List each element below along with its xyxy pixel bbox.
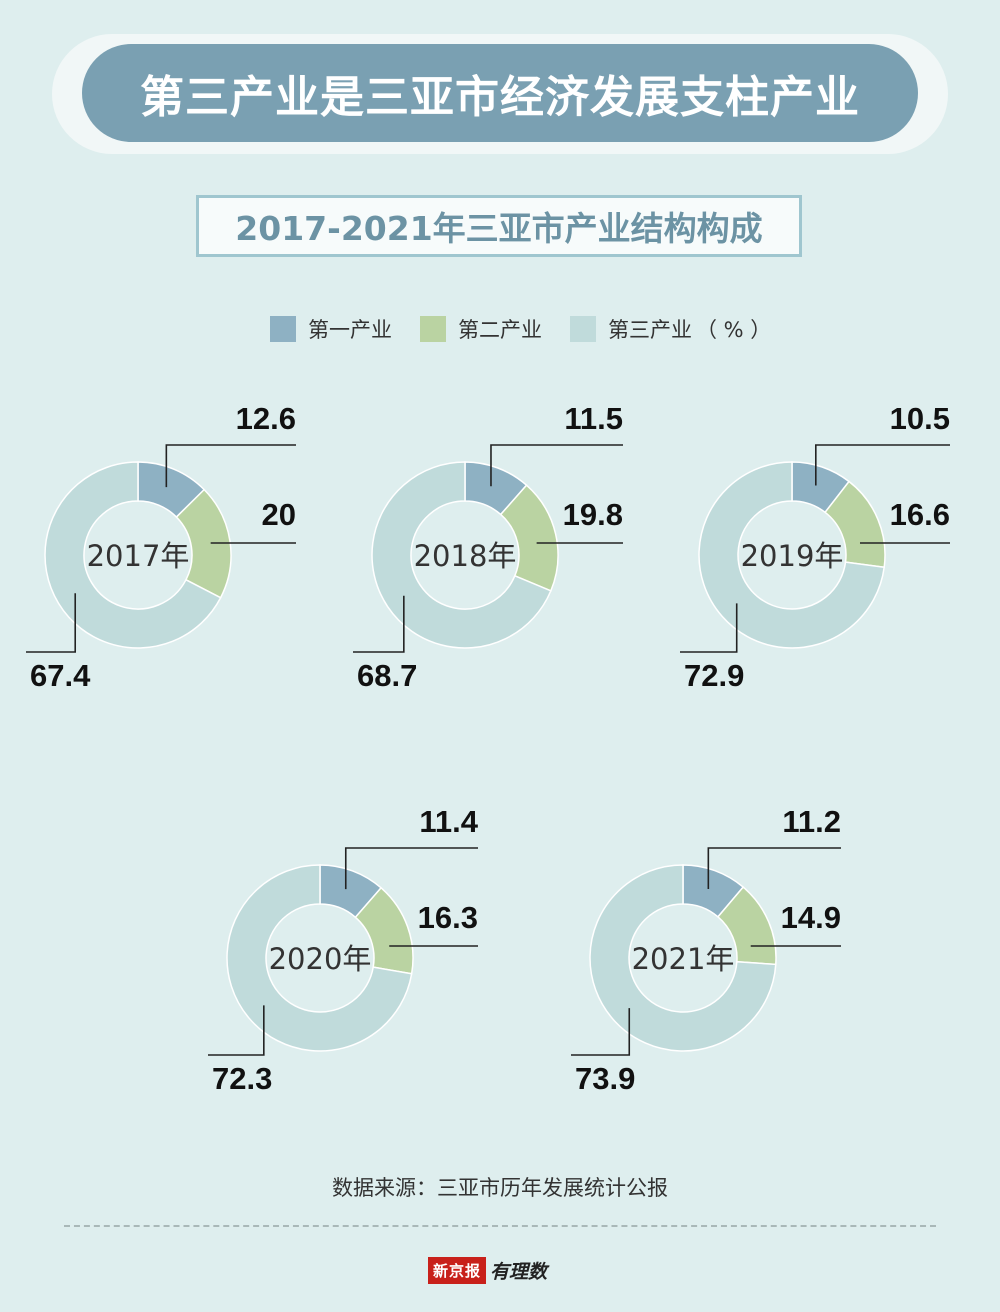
value-label-secondary: 14.9: [781, 900, 841, 935]
value-label-tertiary: 72.3: [212, 1061, 272, 1096]
brand-logo: 新京报 有理数: [428, 1256, 547, 1284]
value-label-secondary: 16.3: [418, 900, 478, 935]
brand-logo-column: 有理数: [490, 1260, 548, 1283]
source-note: 数据来源：三亚市历年发展统计公报: [332, 1176, 668, 1200]
donut-chart-0: 2017年 12.6 20 67.4: [26, 401, 296, 693]
year-label: 2018年: [414, 539, 517, 573]
year-label: 2017年: [87, 539, 190, 573]
legend-item-tertiary: 第三产业 （ % ）: [570, 314, 771, 344]
legend-swatch-secondary: [420, 316, 446, 342]
legend-label-tertiary: 第三产业: [608, 318, 692, 342]
slice-tertiary: [226, 864, 413, 1052]
leader-line-primary: [490, 444, 623, 487]
leader-line-primary: [815, 444, 950, 486]
donut-chart-4: 2021年 11.2 14.9 73.9: [571, 804, 841, 1096]
value-label-primary: 11.2: [782, 804, 841, 839]
slice-tertiary: [44, 461, 222, 649]
leader-line-tertiary: [26, 593, 77, 653]
legend-item-primary: 第一产业: [270, 314, 392, 344]
slice-tertiary: [698, 461, 886, 649]
dashed-divider: [64, 1225, 936, 1227]
year-label: 2019年: [741, 539, 844, 573]
brand-logo-mark: 新京报: [428, 1256, 487, 1284]
leader-line-tertiary: [571, 1008, 631, 1056]
value-label-tertiary: 73.9: [575, 1061, 635, 1096]
value-label-primary: 11.4: [419, 804, 478, 839]
value-label-secondary: 19.8: [563, 497, 623, 532]
legend-label-secondary: 第二产业: [458, 318, 542, 342]
value-label-primary: 10.5: [890, 401, 950, 436]
leader-line-tertiary: [680, 603, 738, 653]
legend-unit: （ % ）: [696, 318, 772, 342]
leader-line-tertiary: [353, 595, 405, 653]
year-label: 2020年: [269, 942, 372, 976]
banner: 第三产业是三亚市经济发展支柱产业: [82, 44, 918, 142]
value-label-tertiary: 67.4: [30, 658, 91, 693]
slice-tertiary: [589, 864, 777, 1052]
legend: 第一产业 第二产业 第三产业 （ % ）: [270, 312, 799, 346]
value-label-tertiary: 72.9: [684, 658, 744, 693]
leader-line-primary: [707, 847, 841, 890]
leader-line-tertiary: [208, 1005, 265, 1056]
chart-subtitle: 2017-2021年三亚市产业结构构成: [235, 209, 763, 248]
page-title: 第三产业是三亚市经济发展支柱产业: [140, 72, 860, 123]
value-label-secondary: 16.6: [890, 497, 950, 532]
leader-line-primary: [165, 444, 296, 488]
leader-line-primary: [344, 847, 478, 890]
subtitle-box: 2017-2021年三亚市产业结构构成: [196, 195, 802, 257]
donut-chart-1: 2018年 11.5 19.8 68.7: [353, 401, 623, 693]
legend-item-secondary: 第二产业: [420, 314, 542, 344]
legend-label-primary: 第一产业: [308, 318, 392, 342]
year-label: 2021年: [632, 942, 735, 976]
slice-tertiary: [371, 461, 552, 649]
legend-swatch-primary: [270, 316, 296, 342]
value-label-secondary: 20: [262, 497, 296, 532]
value-label-primary: 12.6: [236, 401, 296, 436]
value-label-primary: 11.5: [564, 401, 623, 436]
legend-swatch-tertiary: [570, 316, 596, 342]
donut-chart-2: 2019年 10.5 16.6 72.9: [680, 401, 950, 693]
value-label-tertiary: 68.7: [357, 658, 417, 693]
donut-chart-3: 2020年 11.4 16.3 72.3: [208, 804, 479, 1096]
